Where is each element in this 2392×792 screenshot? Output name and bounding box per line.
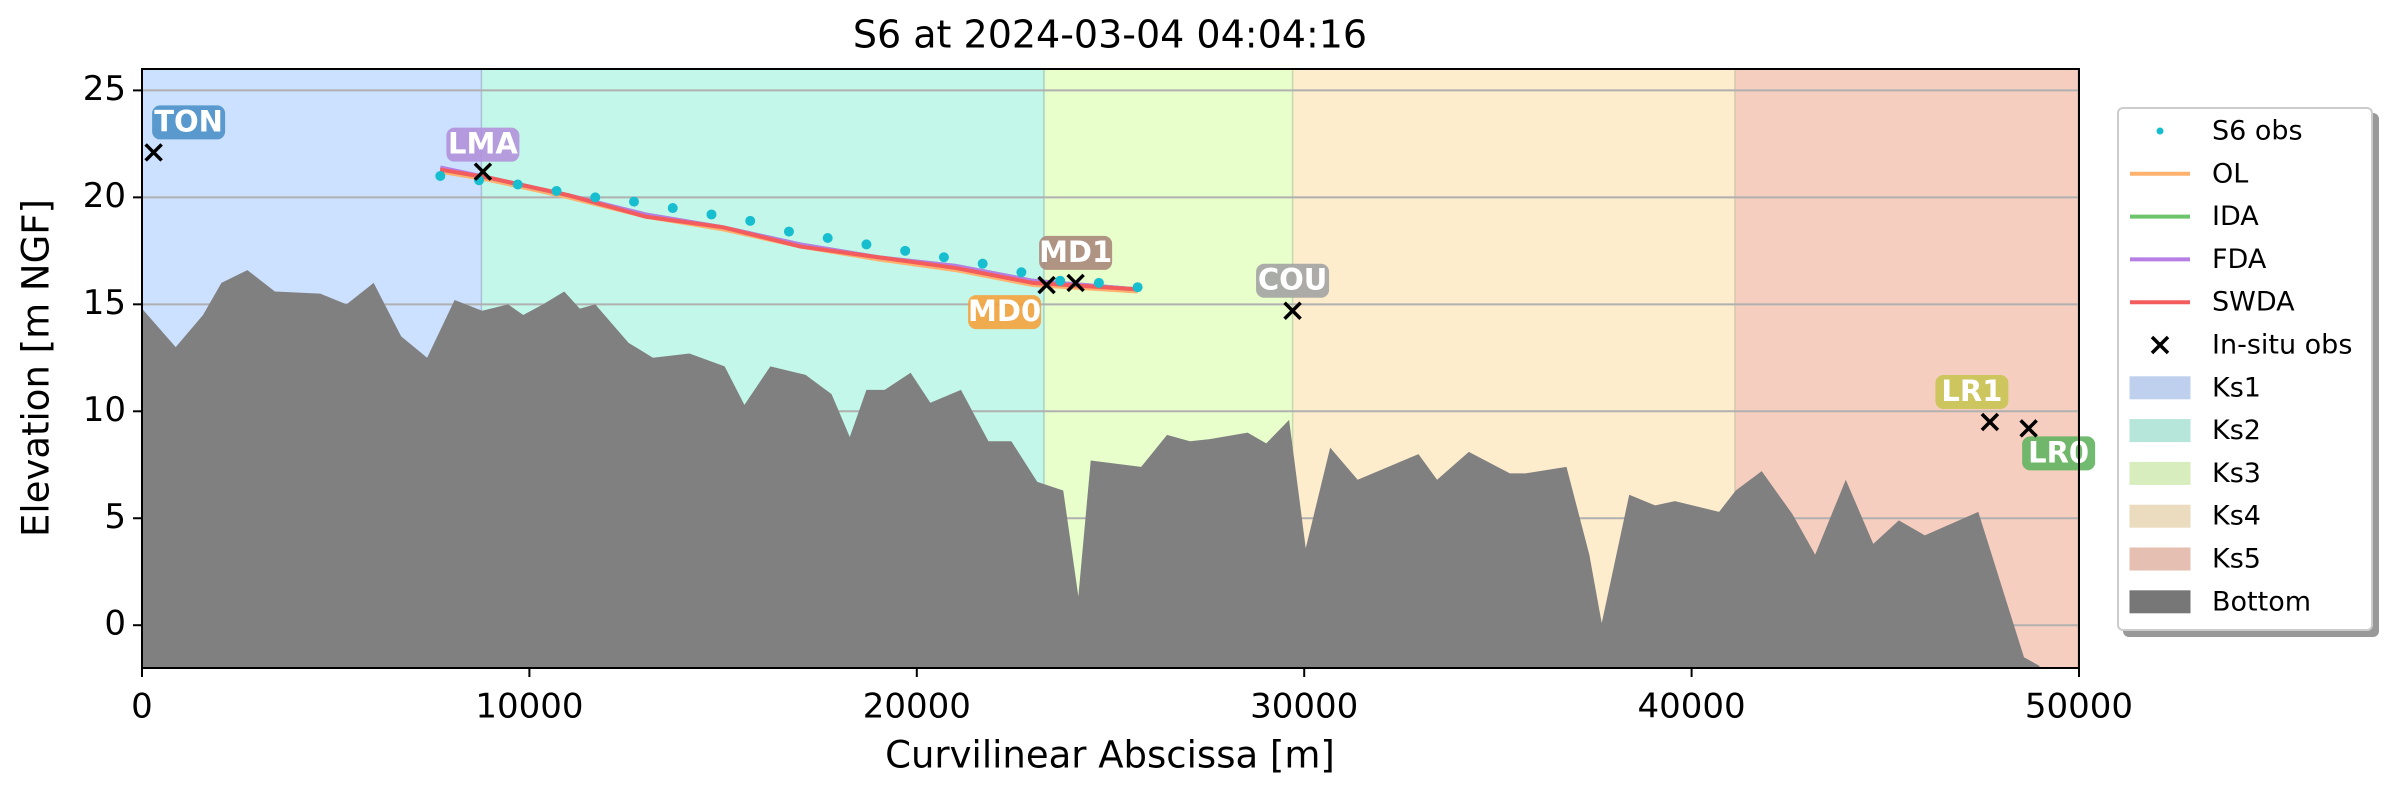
x-tick-label: 50000 [2025,687,2133,727]
overlay: 0 5 10 15 20 25 0 10000 20000 30000 40000 50000 TON L… [83,69,2133,727]
station-label-box [968,295,1042,330]
legend-label: In-situ obs [2212,330,2352,361]
x-axis-label: Curvilinear Abscissa [m] [885,734,1335,777]
y-tick-label: 10 [83,390,126,430]
plot-area [142,69,2079,668]
station-label-box [1935,374,2009,409]
station-label: LMA [448,127,518,161]
obs-point [822,233,833,244]
obs-point [435,170,446,181]
in-situ-marker [2150,335,2170,355]
obs-point [590,192,601,203]
obs-point [706,209,717,220]
obs-point [512,179,523,190]
obs-point [938,252,949,263]
legend-label: FDA [2212,244,2267,275]
station-label-box [446,127,520,162]
legend-swatch [2129,590,2191,614]
y-tick-label: 0 [104,604,126,644]
chart-title: S6 at 2024-03-04 04:04:16 [853,13,1367,57]
series-line [439,167,1138,292]
x-tick-label: 10000 [475,687,583,727]
in-situ-marker [1283,301,1302,320]
x-tick-label: 0 [131,687,153,727]
obs-point [1093,277,1104,288]
legend-swatch [2129,419,2191,443]
legend-box [2117,107,2373,631]
y-axis-label: Elevation [m NGF] [15,199,58,537]
axes-frame [141,68,2080,669]
legend-label: Ks2 [2212,415,2261,446]
legend-label: Bottom [2212,586,2311,617]
obs-point [783,226,794,237]
obs-point [977,258,988,269]
obs-point [745,215,756,226]
y-tick-label: 5 [104,497,126,537]
station-label-box [2022,436,2096,471]
in-situ-marker [2019,419,2038,438]
legend-label: IDA [2212,201,2259,232]
x-tick-label: 30000 [1250,687,1358,727]
legend-swatch [2129,376,2191,400]
legend-label: S6 obs [2212,116,2303,147]
legend-label: Ks3 [2212,458,2261,489]
obs-point [1016,267,1027,278]
legend-label: Ks4 [2212,501,2261,532]
legend-swatch [2129,461,2191,485]
y-tick-label: 15 [83,283,126,323]
legend-label: Ks5 [2212,544,2261,575]
x-tick-label: 20000 [863,687,971,727]
station-label-box [152,105,226,140]
station-label: COU [1258,263,1327,297]
y-tick-label: 25 [83,69,126,109]
obs-point [1132,282,1143,293]
obs-point [551,185,562,196]
in-situ-marker [1037,275,1056,295]
y-tick-label: 20 [83,176,126,216]
station-label: MD1 [1039,235,1112,269]
station-label: MD0 [968,294,1041,328]
legend-label: Ks1 [2212,372,2261,403]
obs-point [900,245,911,256]
in-situ-marker [144,143,163,162]
station-label-box [1039,235,1113,270]
legend-swatch [2129,504,2191,528]
station-label-box [1256,263,1330,298]
in-situ-marker [473,162,493,181]
legend-swatch [2156,127,2164,135]
obs-point [628,196,639,207]
station-label: TON [154,104,223,138]
station-label: LR1 [1941,374,2002,408]
legend: S6 obs OL IDA FDA SWDA In-situ obs Ks1 Ks2 Ks3 Ks… [2117,107,2373,631]
obs-point [667,203,678,214]
in-situ-marker [1980,412,2000,432]
obs-point [861,239,872,250]
legend-label: OL [2212,158,2248,189]
in-situ-marker [1066,273,1085,293]
x-tick-label: 40000 [1638,687,1746,727]
legend-swatch [2129,547,2191,571]
bottom-area [142,270,2040,668]
legend-label: SWDA [2212,287,2295,318]
obs-point [1055,275,1066,286]
